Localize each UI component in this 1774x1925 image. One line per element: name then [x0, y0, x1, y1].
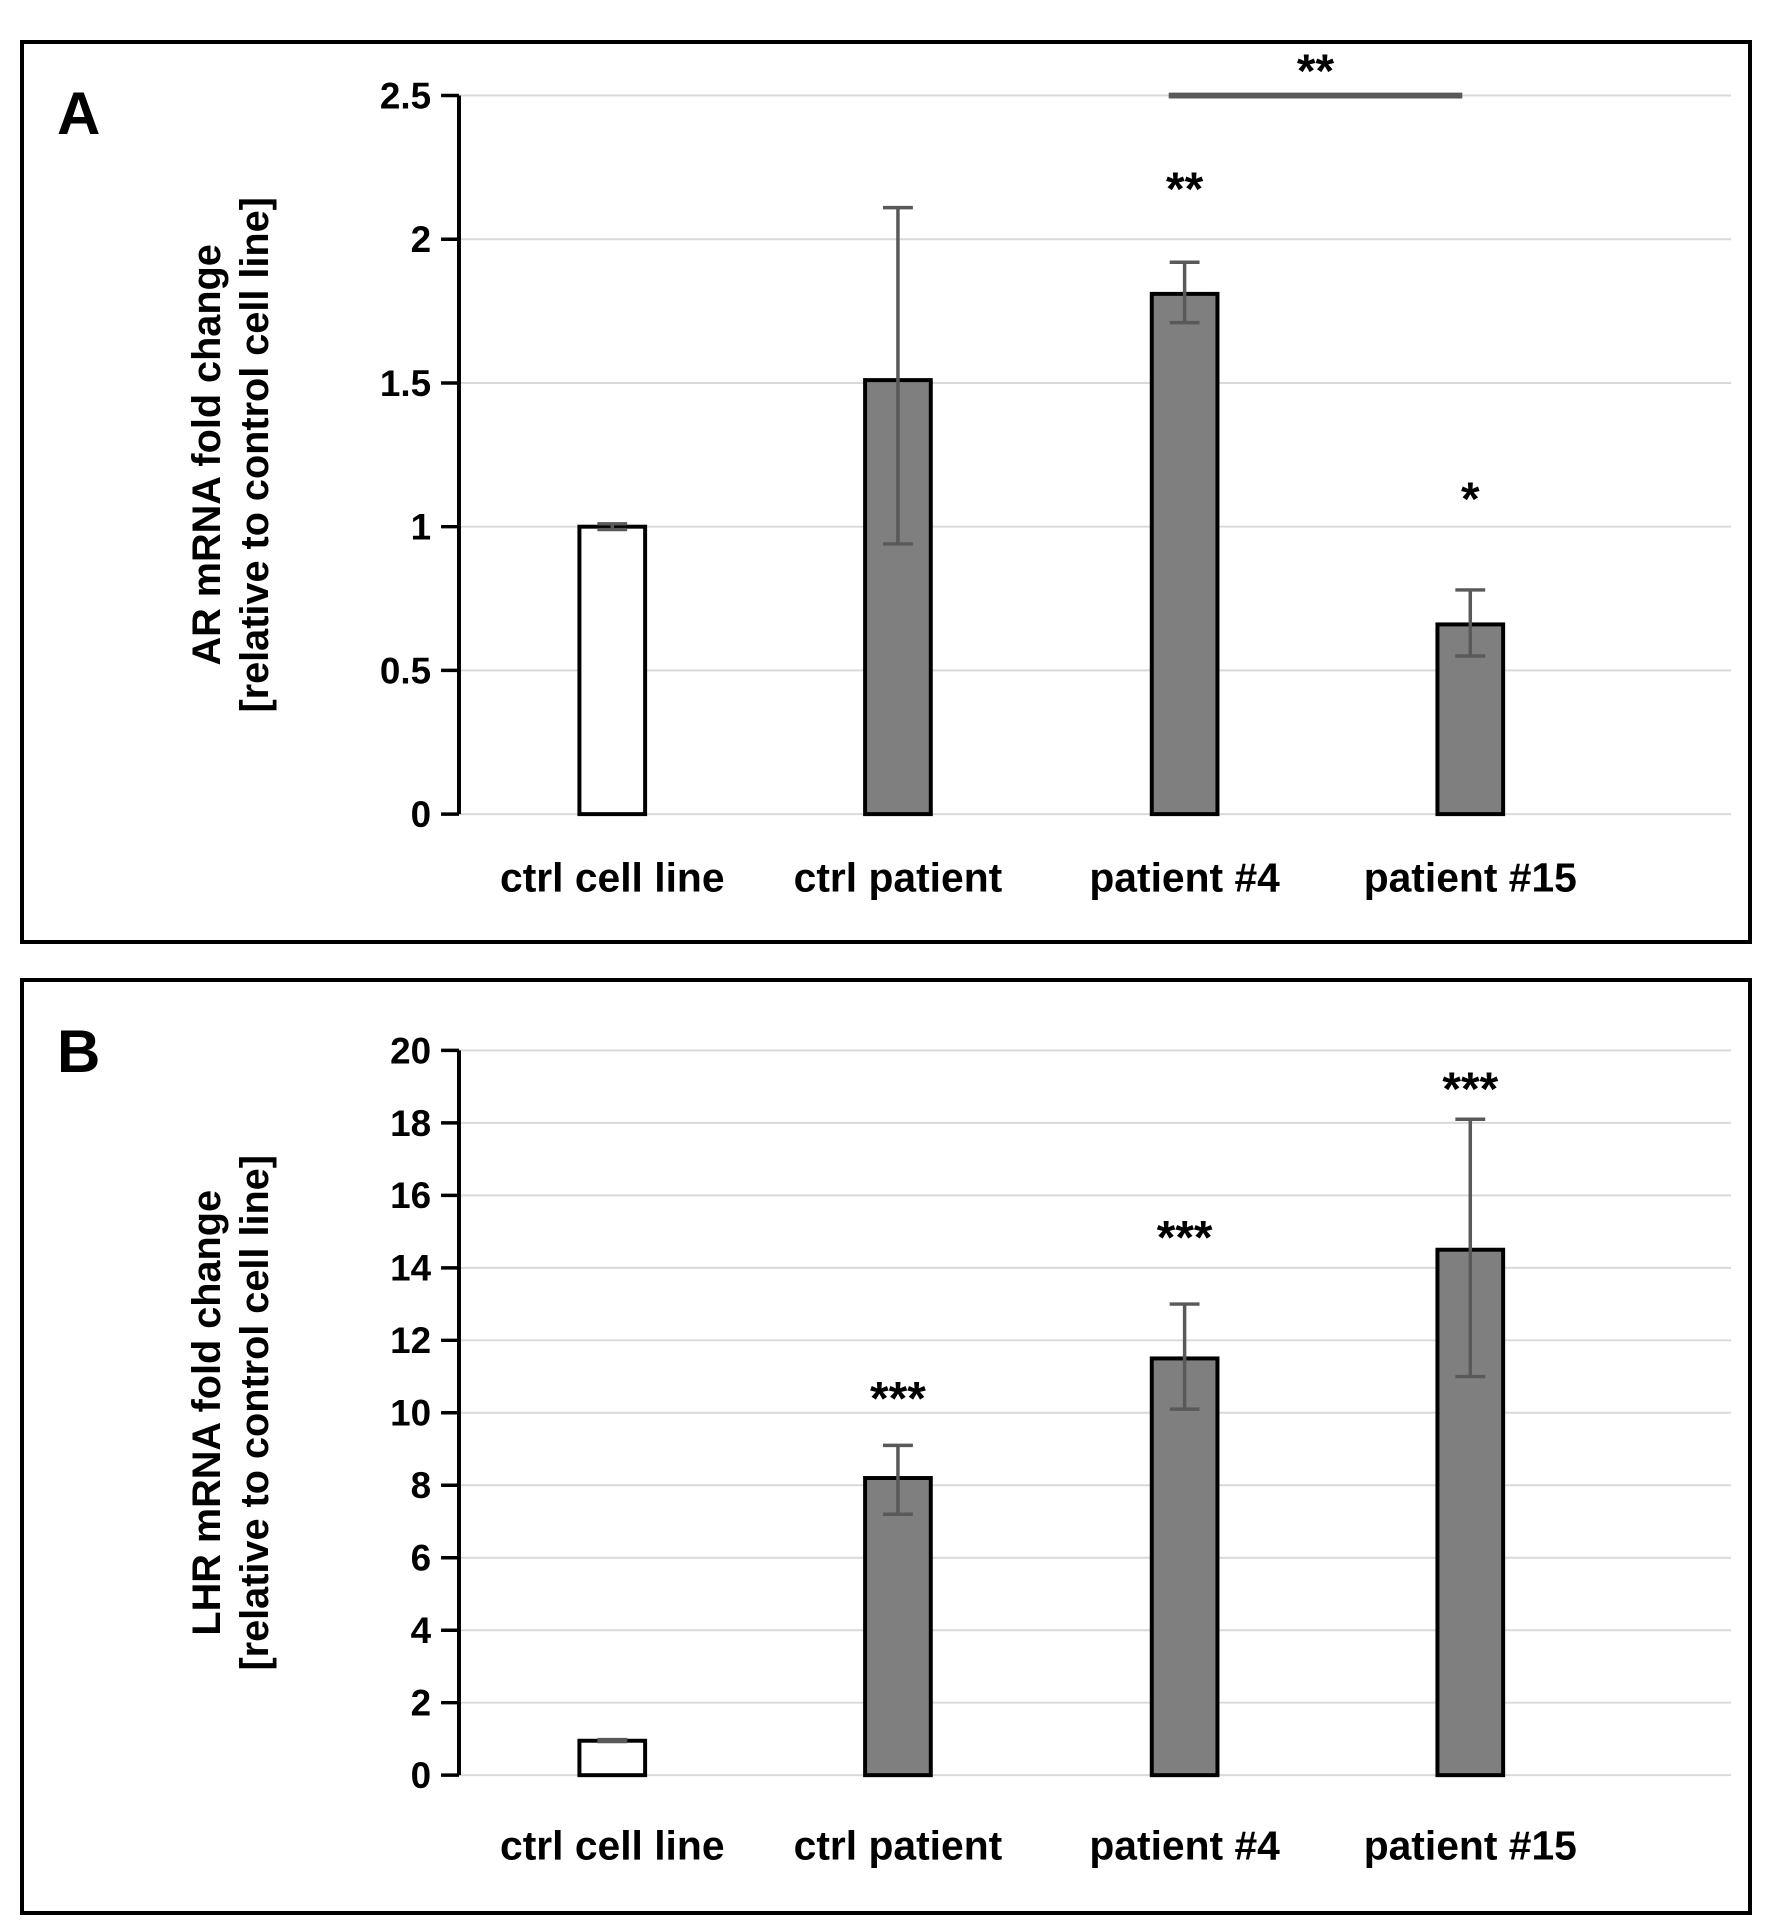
- x-category-label-patient-15: patient #15: [1364, 855, 1577, 901]
- panel-a-chart: 0 0.5 1 1.5 2 2.5 ** ctrl cell line ctrl patient…: [185, 45, 1732, 901]
- y-tick-label-8: 8: [411, 1465, 431, 1506]
- panel-b-letter: B: [57, 1018, 101, 1085]
- y-tick-label-2-5: 2.5: [380, 75, 431, 116]
- y-tick-label-6: 6: [411, 1538, 431, 1579]
- y-tick-label-2: 2: [411, 1683, 431, 1724]
- bar-patient-4: [1149, 1356, 1220, 1778]
- y-tick-label-12: 12: [390, 1320, 431, 1361]
- y-tick-label-18: 18: [390, 1103, 431, 1144]
- panel-a-letter: A: [57, 80, 101, 147]
- x-category-label-ctrl-patient: ctrl patient: [794, 855, 1003, 901]
- y-tick-label-16: 16: [390, 1175, 431, 1216]
- y-tick-label-1: 1: [411, 507, 431, 548]
- x-category-label-patient-4: patient #4: [1089, 855, 1280, 901]
- significance-stars-patient-15: *: [1461, 473, 1480, 526]
- panel-a: A 0 0.5 1 1.5 2 2.5 ** ctrl cell line ctrl patie…: [20, 40, 1752, 944]
- y-tick-label-1-5: 1.5: [380, 363, 431, 404]
- y-tick-label-4: 4: [411, 1610, 432, 1651]
- x-category-label-patient-15: patient #15: [1364, 1823, 1577, 1869]
- bar-ctrl-cell-line: [577, 1738, 648, 1778]
- y-tick-label-0-5: 0.5: [380, 650, 431, 691]
- panel-b-chart: 0 2 4 6 8 10 12 14 16 18 20 ctrl cell line ctrl pati…: [185, 1030, 1732, 1869]
- y-tick-label-0: 0: [411, 1755, 431, 1796]
- bar-patient-4: [1149, 291, 1220, 817]
- x-category-label-ctrl-cell-line: ctrl cell line: [500, 1823, 725, 1869]
- significance-stars-patient-4: ***: [1157, 1211, 1213, 1264]
- y-tick-label-14: 14: [390, 1248, 432, 1289]
- bar-ctrl-patient: [863, 1476, 933, 1778]
- y-axis-title-line-1: AR mRNA fold change: [185, 244, 229, 665]
- y-axis-title-line-2: [relative to control cell line]: [233, 197, 277, 712]
- panel-b: B 0 2 4 6 8 10 12 14 16 18 20 ctrl cell line ctrl pa…: [20, 978, 1752, 1915]
- y-tick-label-10: 10: [390, 1393, 431, 1434]
- significance-stars-patient-15: ***: [1442, 1063, 1498, 1116]
- x-category-label-ctrl-patient: ctrl patient: [794, 1823, 1003, 1869]
- x-category-label-ctrl-cell-line: ctrl cell line: [500, 855, 725, 901]
- y-tick-label-2: 2: [411, 219, 431, 260]
- significance-stars-patient-4: **: [1166, 163, 1204, 216]
- bar-ctrl-cell-line: [577, 524, 648, 817]
- y-axis-title-line-2: [relative to control cell line]: [233, 1155, 277, 1670]
- y-tick-label-20: 20: [390, 1030, 431, 1071]
- significance-stars-ctrl-patient: ***: [870, 1373, 926, 1426]
- y-axis-title-line-1: LHR mRNA fold change: [185, 1190, 229, 1636]
- y-tick-label-0: 0: [411, 794, 431, 835]
- significance-line-stars: **: [1297, 45, 1335, 98]
- x-category-label-patient-4: patient #4: [1089, 1823, 1280, 1869]
